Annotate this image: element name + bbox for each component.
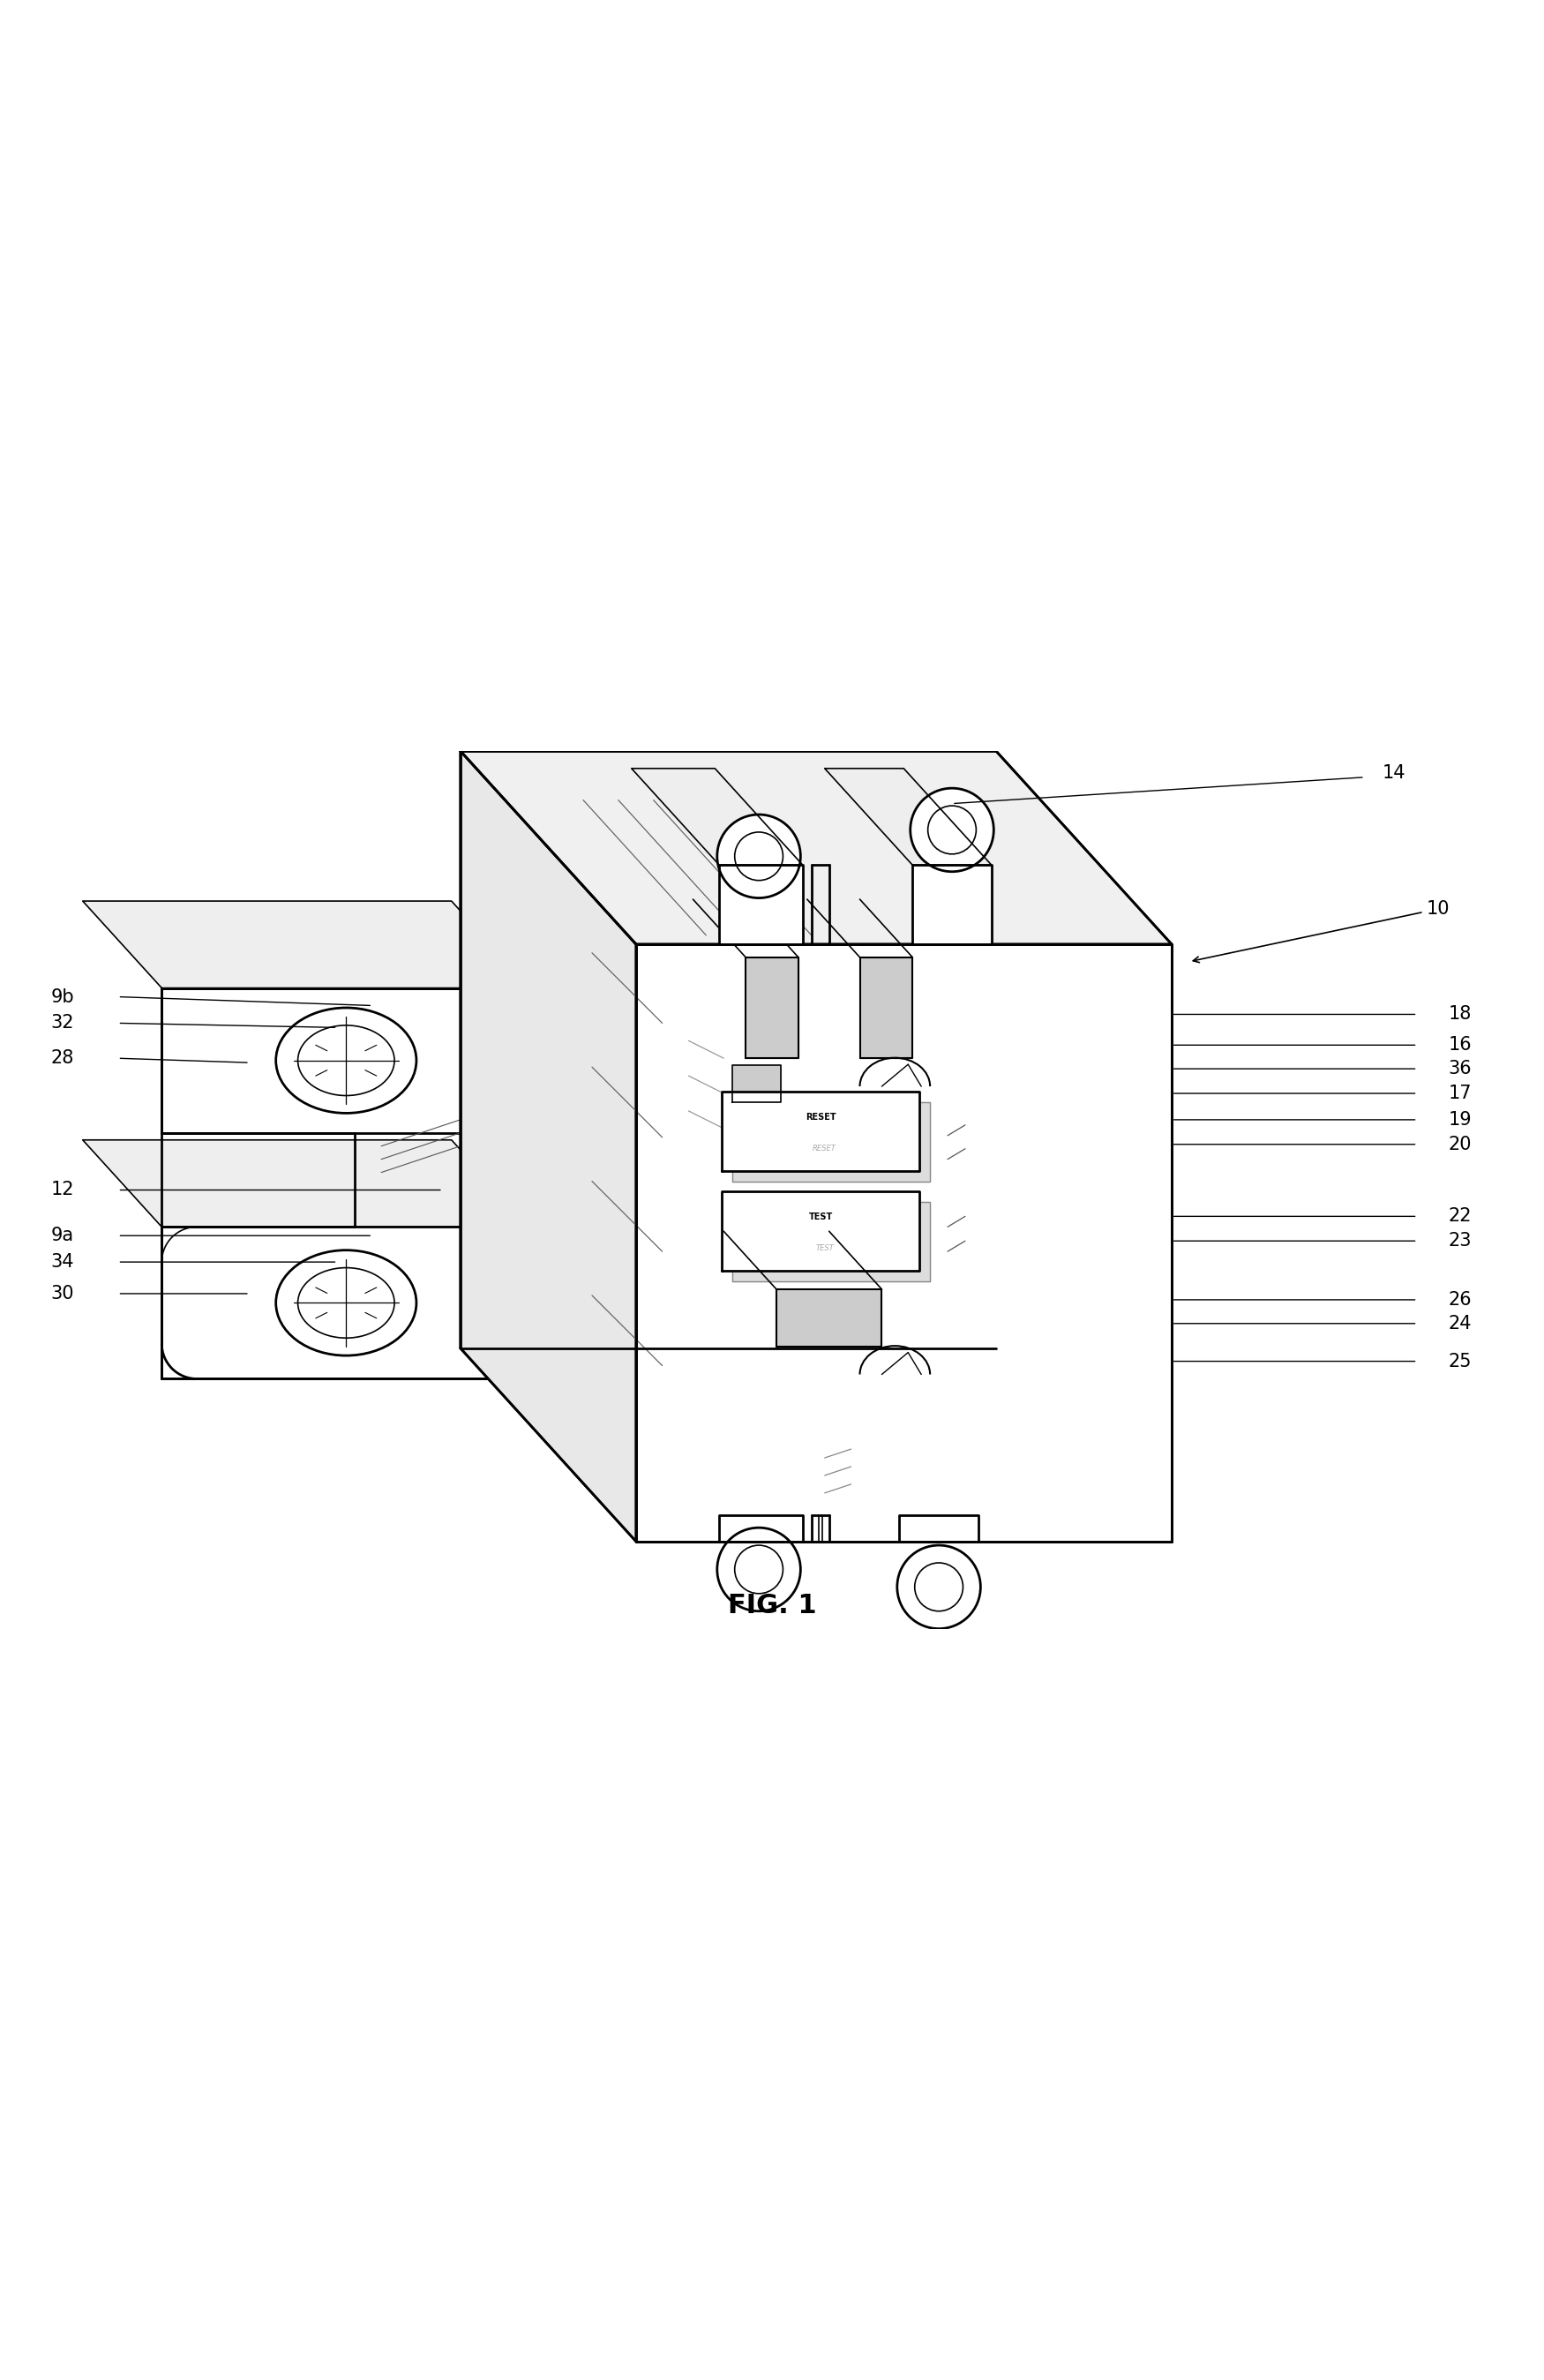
Polygon shape: [460, 750, 1172, 945]
Polygon shape: [83, 1140, 531, 1226]
Text: 32: 32: [51, 1014, 74, 1033]
Text: RESET: RESET: [806, 1111, 835, 1121]
Text: 19: 19: [1448, 1111, 1471, 1128]
Text: 17: 17: [1448, 1085, 1471, 1102]
Text: 22: 22: [1448, 1207, 1471, 1226]
Ellipse shape: [716, 1528, 800, 1611]
Text: 20: 20: [1448, 1135, 1471, 1154]
Text: FIG. 1: FIG. 1: [727, 1592, 817, 1618]
Polygon shape: [162, 988, 531, 1133]
Text: 28: 28: [51, 1050, 74, 1066]
Text: 16: 16: [1448, 1035, 1471, 1054]
Polygon shape: [899, 1516, 979, 1542]
Text: 24: 24: [1448, 1314, 1471, 1333]
Ellipse shape: [897, 1545, 980, 1628]
Polygon shape: [746, 957, 798, 1059]
Polygon shape: [777, 1290, 882, 1347]
Ellipse shape: [276, 1250, 417, 1357]
Text: 23: 23: [1448, 1233, 1471, 1250]
Polygon shape: [860, 957, 913, 1059]
Polygon shape: [732, 1066, 781, 1102]
Polygon shape: [636, 945, 1172, 1542]
Text: 30: 30: [51, 1285, 74, 1302]
Ellipse shape: [911, 788, 994, 871]
Text: 9a: 9a: [51, 1226, 74, 1245]
Text: 26: 26: [1448, 1290, 1471, 1309]
Polygon shape: [824, 769, 991, 864]
Polygon shape: [723, 1192, 920, 1271]
Ellipse shape: [276, 1007, 417, 1114]
Text: 14: 14: [1382, 764, 1405, 781]
Text: 36: 36: [1448, 1059, 1471, 1078]
Polygon shape: [732, 1202, 929, 1280]
Text: RESET: RESET: [812, 1145, 837, 1152]
Text: 34: 34: [51, 1254, 74, 1271]
Polygon shape: [631, 769, 803, 864]
Text: TEST: TEST: [809, 1214, 832, 1221]
Text: 12: 12: [51, 1180, 74, 1200]
Text: TEST: TEST: [815, 1245, 834, 1252]
Polygon shape: [460, 750, 636, 1542]
Text: 9b: 9b: [51, 988, 74, 1007]
Polygon shape: [913, 864, 991, 945]
Text: 10: 10: [1194, 900, 1450, 962]
Ellipse shape: [716, 814, 800, 897]
Text: 18: 18: [1448, 1004, 1471, 1023]
Polygon shape: [83, 902, 531, 988]
Polygon shape: [720, 1516, 803, 1542]
Polygon shape: [732, 1102, 929, 1180]
Polygon shape: [723, 1092, 920, 1171]
Polygon shape: [162, 1226, 531, 1378]
Text: 25: 25: [1448, 1352, 1471, 1371]
Polygon shape: [720, 864, 803, 945]
